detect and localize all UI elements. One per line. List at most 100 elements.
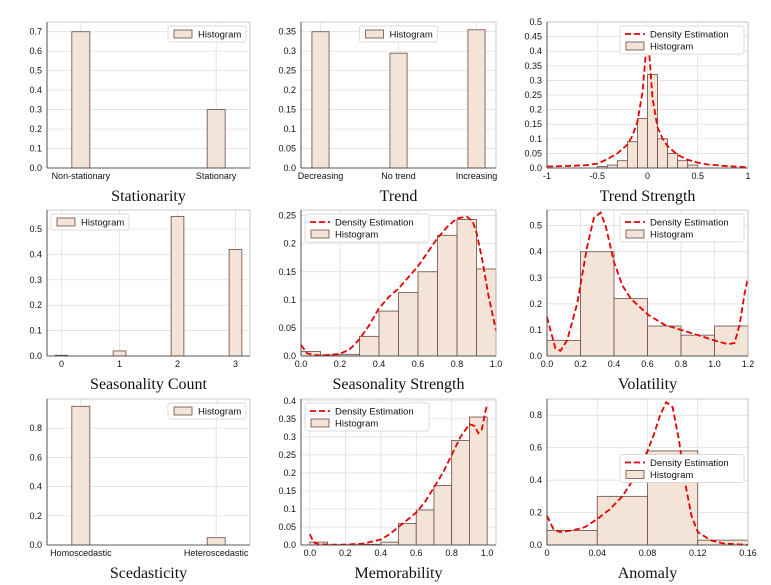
x-tick-label: 0.2	[334, 359, 347, 369]
panel-title: Stationarity	[111, 188, 186, 205]
y-tick-label: 0.05	[278, 323, 296, 333]
x-tick-label: 1	[117, 359, 122, 369]
legend: Histogram	[167, 402, 247, 420]
x-tick-label: Non-stationary	[52, 171, 111, 181]
bar-no-trend	[389, 52, 408, 169]
y-tick-label: 0.6	[529, 443, 542, 453]
legend-swatch-histogram	[310, 229, 330, 239]
legend-swatch-histogram	[310, 418, 330, 428]
histogram-bin	[417, 271, 438, 357]
histogram-bin	[546, 339, 581, 357]
x-tick-label: 0.2	[574, 359, 587, 369]
bar-non-stationary	[71, 31, 91, 169]
histogram-bin	[677, 160, 689, 169]
legend-frame	[304, 402, 430, 432]
y-tick-label: 0.1	[29, 144, 42, 154]
y-tick-label: 0.2	[29, 300, 42, 310]
x-tick-label: Increasing	[456, 171, 498, 181]
x-tick-label: 0.4	[375, 548, 388, 558]
y-tick-label: 0.7	[29, 27, 42, 37]
histogram-bin	[596, 495, 648, 546]
x-tick-label: 0.0	[541, 359, 554, 369]
x-tick-label: 0	[645, 171, 650, 181]
legend-label: Histogram	[335, 230, 378, 241]
y-tick-label: 0.3	[29, 275, 42, 285]
legend-swatch-histogram	[56, 217, 76, 227]
legend-frame	[619, 213, 745, 243]
y-tick-label: 0.3	[283, 432, 296, 442]
x-tick-label: 0.16	[739, 548, 757, 558]
legend-label: Density Estimation	[650, 218, 729, 229]
y-tick-label: 0.2	[29, 124, 42, 134]
x-tick-label: 0.2	[339, 548, 352, 558]
histogram-bin	[398, 292, 419, 357]
y-tick-label: 0.5	[529, 221, 542, 231]
legend-label: Density Estimation	[335, 407, 414, 418]
histogram-bin	[415, 509, 435, 546]
legend-label: Density Estimation	[650, 458, 729, 469]
y-tick-label: 0.0	[29, 351, 42, 361]
x-tick-label: 0.6	[412, 359, 425, 369]
y-tick-label: 0.0	[29, 540, 42, 550]
density-curve	[546, 400, 749, 546]
histogram-bin	[437, 234, 458, 357]
y-tick-label: 0.4	[29, 482, 42, 492]
legend-label: Density Estimation	[650, 30, 729, 41]
panel-trend-strength: 0.0 0.05 0.1 0.15 0.2 0.25 0.3 0.35 0.4 0.45 0.5 -1…	[524, 17, 750, 205]
y-tick-label: 0.0	[529, 163, 542, 173]
y-tick-label: 0.45	[524, 32, 542, 42]
y-tick-label: 0.1	[283, 124, 296, 134]
x-tick-label: 0.5	[691, 171, 704, 181]
histogram-bin	[637, 117, 648, 169]
y-tick-label: 0.3	[529, 273, 542, 283]
histogram-bin	[714, 325, 749, 357]
histogram-bin	[546, 530, 598, 546]
histogram-bin	[476, 268, 497, 357]
density-curve	[546, 211, 749, 352]
y-tick-label: 0.15	[524, 119, 542, 129]
legend-label: Histogram	[390, 30, 433, 41]
histogram-bin	[616, 160, 628, 169]
panel-seasonality-strength: 0.0 0.05 0.1 0.15 0.2 0.25 0.0 0.2 0.4 0.6 0.8 1.0 S…	[278, 209, 502, 393]
y-tick-label: 0.0	[283, 163, 296, 173]
histogram-bin	[627, 141, 638, 169]
y-tick-label: 0.8	[529, 410, 542, 420]
legend: Histogram	[50, 213, 130, 231]
y-tick-label: 0.1	[283, 295, 296, 305]
x-tick-label: 1.2	[742, 359, 755, 369]
x-tick-label: 0.8	[451, 359, 464, 369]
x-tick-label: 0.6	[641, 359, 654, 369]
y-tick-label: 0.0	[283, 540, 296, 550]
histogram-bin	[647, 325, 682, 357]
histogram-bin	[398, 522, 417, 546]
y-tick-label: 0.4	[529, 46, 542, 56]
legend-label: Histogram	[650, 230, 693, 241]
y-tick-label: 0.25	[278, 450, 296, 460]
y-tick-label: 0.1	[529, 134, 542, 144]
y-tick-label: 0.2	[283, 468, 296, 478]
x-tick-label: -0.5	[589, 171, 605, 181]
y-tick-label: 0.4	[529, 247, 542, 257]
y-tick-label: 0.15	[278, 486, 296, 496]
histogram-bin	[667, 152, 679, 169]
x-tick-label: 3	[233, 359, 238, 369]
x-tick-label: 0.8	[675, 359, 688, 369]
bar-homoscedastic	[71, 405, 91, 546]
x-tick-label: 0.0	[304, 548, 317, 558]
legend-label: Histogram	[650, 470, 693, 481]
x-tick-label: 0.8	[445, 548, 458, 558]
histogram-bin	[606, 164, 618, 169]
y-tick-label: 0.35	[278, 414, 296, 424]
legend-label: Histogram	[198, 30, 241, 41]
x-tick-label: Homoscedastic	[50, 548, 112, 558]
y-tick-label: 0.0	[529, 351, 542, 361]
bar-heteroscedastic	[206, 537, 226, 546]
histogram-bin	[380, 541, 399, 546]
y-tick-label: 0.2	[529, 299, 542, 309]
x-tick-label: 0	[59, 359, 64, 369]
legend-swatch-histogram	[173, 29, 193, 39]
